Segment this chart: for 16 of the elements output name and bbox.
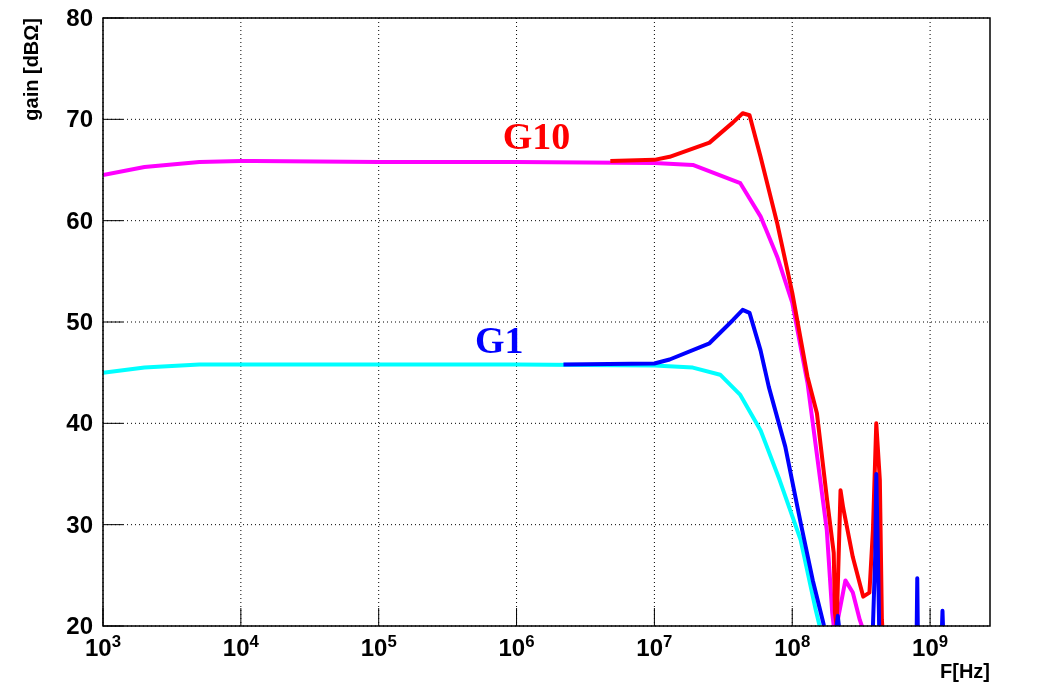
y-tick-label: 70 [66, 105, 93, 133]
series-label: G10 [502, 114, 571, 157]
y-tick-label: 50 [66, 308, 93, 335]
y-tick-label: 30 [66, 510, 93, 538]
series-label: G1 [474, 318, 524, 361]
x-tick-label: 10$^{4}$ [222, 631, 260, 661]
y-tick-label: 40 [66, 409, 93, 437]
y-tick-label: 60 [66, 206, 93, 234]
x-tick-label: 10$^{9}$ [912, 631, 949, 661]
x-tick-label: 10$^{7}$ [636, 631, 673, 661]
x-tick-label: 10$^{6}$ [498, 631, 535, 661]
x-axis-title: F[Hz] [940, 660, 990, 682]
x-tick-label: 10$^{8}$ [774, 631, 811, 661]
x-tick-label: 10$^{5}$ [360, 631, 397, 661]
y-axis-title: gain [dBΩ] [20, 18, 42, 121]
y-tick-label: 80 [66, 4, 93, 31]
